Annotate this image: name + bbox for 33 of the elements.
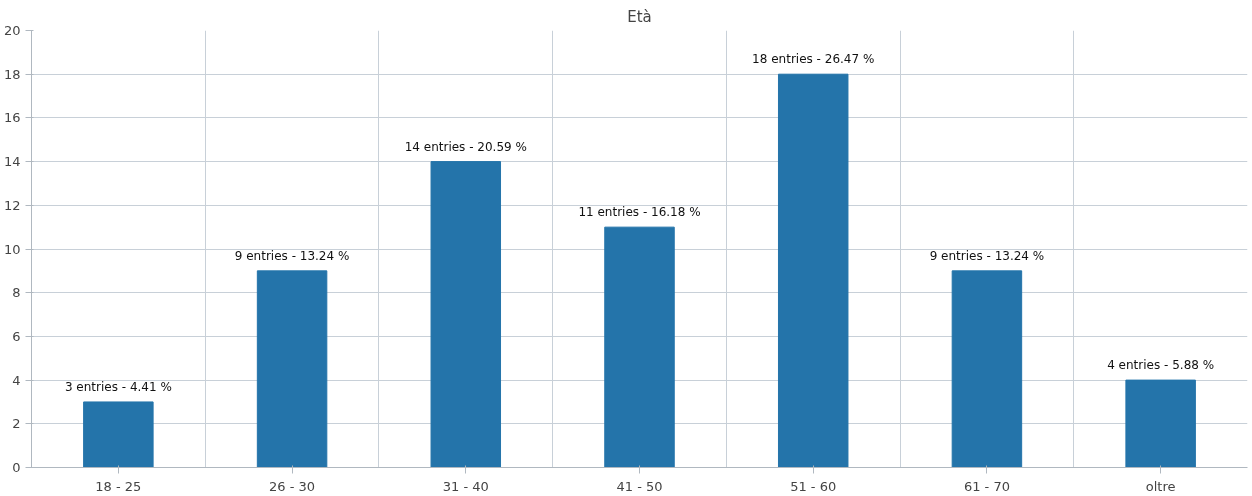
data-label: 4 entries - 5.88 % bbox=[1107, 358, 1215, 373]
data-label: 11 entries - 16.18 % bbox=[578, 205, 701, 220]
x-tick-label: 31 - 40 bbox=[442, 478, 489, 494]
y-tick-label: 2 bbox=[12, 416, 21, 432]
y-tick-label: 8 bbox=[12, 285, 21, 301]
y-tick-label: 4 bbox=[12, 372, 21, 388]
data-label: 3 entries - 4.41 % bbox=[64, 379, 172, 394]
x-tick-label: 51 - 60 bbox=[790, 478, 837, 494]
y-tick-label: 20 bbox=[3, 23, 21, 38]
y-tick-label: 16 bbox=[3, 110, 21, 126]
bar bbox=[83, 401, 154, 468]
data-label: 9 entries - 13.24 % bbox=[929, 248, 1045, 263]
y-tick-label: 12 bbox=[3, 197, 21, 213]
y-tick-label: 6 bbox=[12, 328, 21, 344]
data-label: 9 entries - 13.24 % bbox=[234, 248, 350, 263]
bar bbox=[1125, 379, 1196, 468]
x-tick-label: oltre bbox=[1145, 478, 1176, 494]
x-tick-label: 18 - 25 bbox=[95, 478, 142, 494]
x-tick-label: 41 - 50 bbox=[616, 478, 663, 494]
y-tick-label: 0 bbox=[12, 460, 21, 475]
bar bbox=[777, 73, 849, 468]
chart-title: Età bbox=[627, 7, 652, 26]
x-tick-label: 26 - 30 bbox=[269, 478, 316, 494]
x-tick-label: 61 - 70 bbox=[963, 478, 1010, 494]
bar bbox=[604, 226, 675, 468]
bar bbox=[951, 270, 1023, 468]
bar bbox=[430, 161, 502, 468]
y-tick-label: 10 bbox=[3, 241, 21, 257]
data-label: 14 entries - 20.59 % bbox=[404, 139, 527, 154]
y-tick-label: 14 bbox=[3, 154, 21, 170]
data-label: 18 entries - 26.47 % bbox=[752, 52, 875, 67]
y-tick-label: 18 bbox=[3, 66, 21, 82]
bar bbox=[256, 270, 328, 468]
